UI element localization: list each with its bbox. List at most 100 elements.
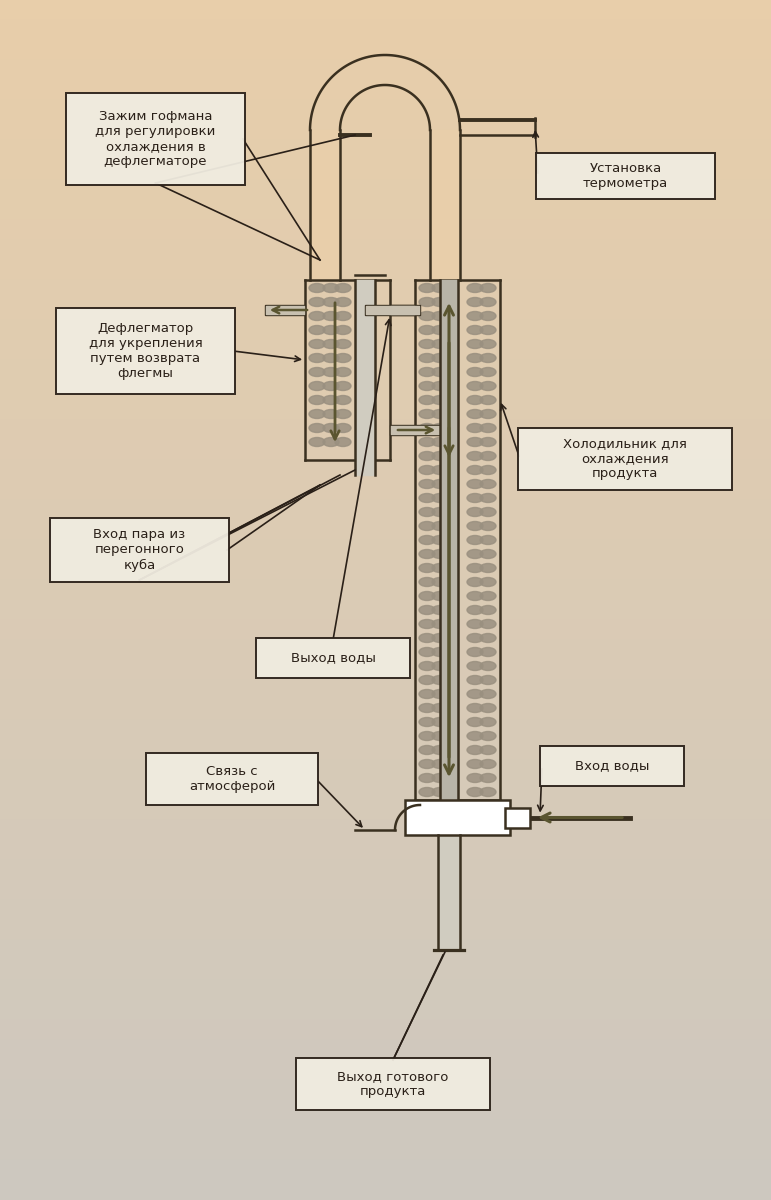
Bar: [405, 800, 510, 835]
Ellipse shape: [309, 409, 325, 419]
Ellipse shape: [309, 367, 325, 377]
Ellipse shape: [419, 634, 435, 642]
FancyBboxPatch shape: [296, 1058, 490, 1110]
Ellipse shape: [432, 760, 448, 768]
Ellipse shape: [480, 619, 496, 629]
Ellipse shape: [419, 382, 435, 390]
Ellipse shape: [309, 382, 325, 390]
Ellipse shape: [480, 703, 496, 713]
Ellipse shape: [467, 550, 483, 558]
Ellipse shape: [467, 577, 483, 587]
Ellipse shape: [432, 634, 448, 642]
Ellipse shape: [432, 312, 448, 320]
Ellipse shape: [335, 438, 351, 446]
FancyBboxPatch shape: [536, 152, 715, 199]
Ellipse shape: [419, 550, 435, 558]
Ellipse shape: [419, 508, 435, 516]
Ellipse shape: [419, 466, 435, 474]
Ellipse shape: [323, 325, 339, 335]
Ellipse shape: [467, 466, 483, 474]
Ellipse shape: [467, 703, 483, 713]
Ellipse shape: [432, 493, 448, 503]
Ellipse shape: [432, 354, 448, 362]
Ellipse shape: [419, 325, 435, 335]
Text: Связь с
атмосферой: Связь с атмосферой: [189, 766, 275, 793]
Ellipse shape: [467, 283, 483, 293]
Ellipse shape: [309, 283, 325, 293]
FancyBboxPatch shape: [56, 308, 235, 394]
Ellipse shape: [467, 606, 483, 614]
Ellipse shape: [432, 451, 448, 461]
Ellipse shape: [467, 718, 483, 726]
Bar: [365, 305, 415, 314]
Ellipse shape: [419, 661, 435, 671]
Ellipse shape: [335, 354, 351, 362]
Text: Вход пара из
перегонного
куба: Вход пара из перегонного куба: [93, 528, 186, 571]
Ellipse shape: [480, 367, 496, 377]
Ellipse shape: [419, 718, 435, 726]
FancyBboxPatch shape: [66, 92, 245, 185]
Ellipse shape: [419, 298, 435, 306]
Ellipse shape: [309, 396, 325, 404]
Ellipse shape: [467, 661, 483, 671]
Ellipse shape: [467, 676, 483, 684]
Ellipse shape: [419, 676, 435, 684]
Ellipse shape: [480, 718, 496, 726]
Ellipse shape: [480, 354, 496, 362]
Ellipse shape: [467, 648, 483, 656]
Ellipse shape: [467, 745, 483, 755]
Ellipse shape: [419, 283, 435, 293]
Ellipse shape: [480, 480, 496, 488]
Text: Зажим гофмана
для регулировки
охлаждения в
дефлегматоре: Зажим гофмана для регулировки охлаждения…: [96, 110, 216, 168]
Ellipse shape: [480, 409, 496, 419]
Ellipse shape: [480, 577, 496, 587]
Ellipse shape: [323, 424, 339, 432]
Ellipse shape: [480, 760, 496, 768]
Ellipse shape: [467, 367, 483, 377]
Ellipse shape: [419, 451, 435, 461]
Ellipse shape: [467, 564, 483, 572]
Ellipse shape: [432, 480, 448, 488]
FancyBboxPatch shape: [518, 428, 732, 490]
Ellipse shape: [419, 732, 435, 740]
Ellipse shape: [467, 298, 483, 306]
Ellipse shape: [467, 396, 483, 404]
Ellipse shape: [419, 493, 435, 503]
Ellipse shape: [480, 340, 496, 348]
Ellipse shape: [467, 354, 483, 362]
Ellipse shape: [419, 409, 435, 419]
Ellipse shape: [419, 745, 435, 755]
Ellipse shape: [432, 298, 448, 306]
Ellipse shape: [432, 732, 448, 740]
Ellipse shape: [480, 298, 496, 306]
Ellipse shape: [467, 690, 483, 698]
Ellipse shape: [323, 382, 339, 390]
Ellipse shape: [467, 382, 483, 390]
Bar: [390, 305, 420, 314]
Ellipse shape: [432, 606, 448, 614]
Ellipse shape: [323, 396, 339, 404]
Text: Установка
термометра: Установка термометра: [583, 162, 668, 190]
Ellipse shape: [480, 283, 496, 293]
Ellipse shape: [335, 367, 351, 377]
Ellipse shape: [480, 535, 496, 545]
Ellipse shape: [323, 312, 339, 320]
Ellipse shape: [467, 451, 483, 461]
Ellipse shape: [419, 340, 435, 348]
Ellipse shape: [467, 424, 483, 432]
Ellipse shape: [480, 732, 496, 740]
FancyBboxPatch shape: [540, 746, 684, 786]
Ellipse shape: [480, 745, 496, 755]
Ellipse shape: [432, 676, 448, 684]
Ellipse shape: [419, 648, 435, 656]
Ellipse shape: [419, 592, 435, 600]
Ellipse shape: [432, 396, 448, 404]
Ellipse shape: [309, 340, 325, 348]
Ellipse shape: [432, 535, 448, 545]
Text: Выход готового
продукта: Выход готового продукта: [338, 1070, 449, 1098]
Ellipse shape: [323, 298, 339, 306]
Ellipse shape: [432, 745, 448, 755]
Ellipse shape: [432, 661, 448, 671]
Ellipse shape: [467, 787, 483, 797]
Ellipse shape: [432, 648, 448, 656]
